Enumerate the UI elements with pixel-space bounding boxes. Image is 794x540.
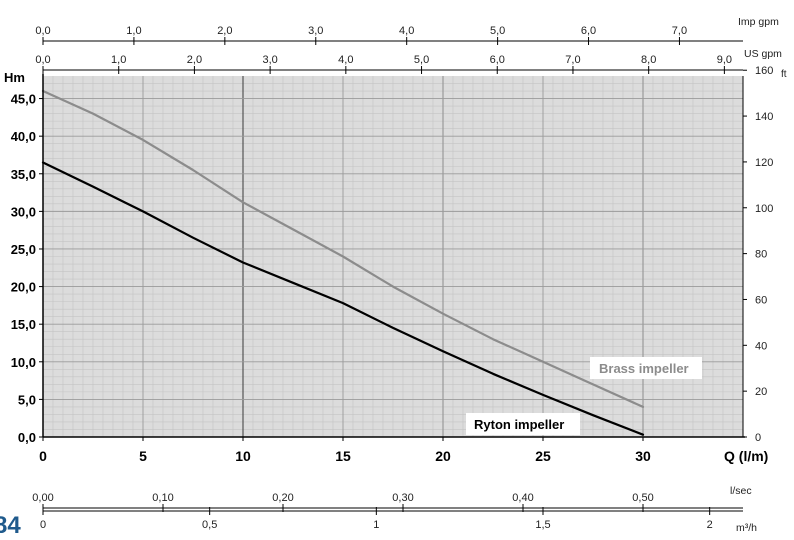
ls-axis-tick-label: 0,30 (392, 492, 413, 504)
ft-unit-label: ft (781, 69, 787, 80)
x-axis-unit-label: Q (l/m) (724, 448, 768, 464)
page-number: 84 (0, 512, 21, 539)
x-tick-label: 30 (635, 448, 651, 464)
y-tick-label: 0,0 (18, 430, 36, 445)
imp-gpm-axis-tick-label: 6,0 (581, 25, 596, 37)
us-gpm-axis-tick-label: 2,0 (187, 54, 202, 66)
curve-labels: Brass impeller Ryton impeller (466, 357, 702, 435)
us-gpm-axis-tick-label: 4,0 (338, 54, 353, 66)
y-tick-label: 40,0 (11, 129, 36, 144)
us-gpm-axis-unit-label: US gpm (744, 48, 782, 60)
y-tick-label: 25,0 (11, 242, 36, 257)
ft-tick-label: 80 (755, 249, 767, 261)
imp-gpm-axis-unit-label: Imp gpm (738, 16, 779, 28)
us-gpm-axis-tick-label: 0,0 (35, 54, 50, 66)
imp-gpm-axis-tick-label: 3,0 (308, 25, 323, 37)
m3h-axis-unit-label: m³/h (736, 522, 757, 534)
m3h-axis-tick-label: 2 (707, 519, 713, 531)
imp-gpm-axis-tick-label: 1,0 (126, 25, 141, 37)
ft-tick-label: 0 (755, 432, 761, 444)
y-tick-label: 15,0 (11, 317, 36, 332)
ryton-impeller-label: Ryton impeller (474, 417, 564, 432)
ryton-impeller-curve (41, 161, 645, 436)
ft-tick-label: 60 (755, 294, 767, 306)
x-tick-label: 20 (435, 448, 451, 464)
y-tick-label: 10,0 (11, 355, 36, 370)
us-gpm-axis-tick-label: 1,0 (111, 54, 126, 66)
m3h-axis-tick-label: 0 (40, 519, 46, 531)
ryton-label-box (466, 413, 580, 435)
x-tick-label: 25 (535, 448, 551, 464)
x-tick-label: 15 (335, 448, 351, 464)
series-curves (41, 89, 645, 436)
m3h-axis-tick-label: 0,5 (202, 519, 217, 531)
m3h-axis-tick-label: 1,5 (535, 519, 550, 531)
x-tick-label: 10 (235, 448, 251, 464)
imp-gpm-axis-tick-label: 4,0 (399, 25, 414, 37)
axes (39, 37, 747, 515)
y-tick-label: 5,0 (18, 392, 36, 407)
us-gpm-axis-tick-label: 6,0 (490, 54, 505, 66)
imp-gpm-axis-tick-label: 5,0 (490, 25, 505, 37)
ft-tick-label: 160 (755, 65, 773, 77)
y-axis-unit-label: Hm (4, 70, 25, 85)
ft-tick-label: 40 (755, 340, 767, 352)
imp-gpm-axis-tick-label: 2,0 (217, 25, 232, 37)
imp-gpm-axis-tick-label: 0,0 (35, 25, 50, 37)
x-tick-label: 5 (139, 448, 147, 464)
brass-impeller-label: Brass impeller (599, 361, 689, 376)
ft-tick-label: 140 (755, 111, 773, 123)
ft-tick-label: 20 (755, 386, 767, 398)
us-gpm-axis-tick-label: 8,0 (641, 54, 656, 66)
x-tick-label: 0 (39, 448, 47, 464)
brass-label-box (590, 357, 702, 379)
grid-lines (43, 76, 743, 437)
ls-axis-tick-label: 0,10 (152, 492, 173, 504)
imp-gpm-axis-tick-label: 7,0 (672, 25, 687, 37)
us-gpm-axis-tick-label: 3,0 (262, 54, 277, 66)
us-gpm-axis-tick-label: 5,0 (414, 54, 429, 66)
m3h-axis-tick-label: 1 (373, 519, 379, 531)
ft-tick-label: 120 (755, 157, 773, 169)
tick-labels: 0,05,010,015,020,025,030,035,040,045,0Hm… (4, 16, 787, 534)
ls-axis-tick-label: 0,20 (272, 492, 293, 504)
ft-tick-label: 100 (755, 203, 773, 215)
ls-axis-tick-label: 0,40 (512, 492, 533, 504)
y-tick-label: 35,0 (11, 167, 36, 182)
brass-impeller-curve (41, 89, 645, 408)
us-gpm-axis-tick-label: 7,0 (565, 54, 580, 66)
y-tick-label: 45,0 (11, 92, 36, 107)
ls-axis-tick-label: 0,00 (32, 492, 53, 504)
ls-axis-unit-label: l/sec (730, 485, 752, 497)
us-gpm-axis-tick-label: 9,0 (717, 54, 732, 66)
ls-axis-tick-label: 0,50 (632, 492, 653, 504)
y-tick-label: 30,0 (11, 204, 36, 219)
y-tick-label: 20,0 (11, 280, 36, 295)
